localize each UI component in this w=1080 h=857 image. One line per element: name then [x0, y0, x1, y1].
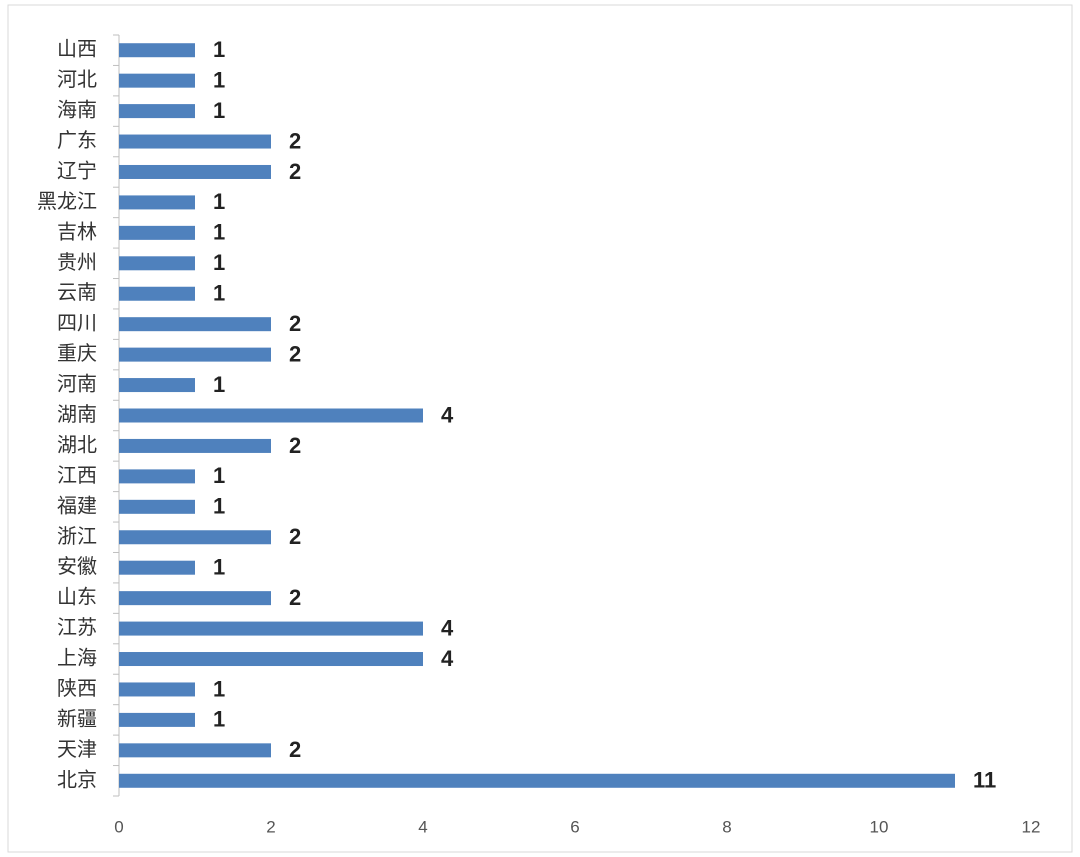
bar: [119, 499, 195, 514]
value-label: 1: [213, 372, 225, 397]
bar: [119, 256, 195, 271]
bar: [119, 621, 423, 636]
bar: [119, 195, 195, 210]
bar: [119, 408, 423, 423]
bar: [119, 347, 271, 362]
bar: [119, 438, 271, 453]
y-tick-label: 湖南: [57, 402, 97, 426]
value-label: 1: [213, 220, 225, 245]
x-tick-label: 6: [570, 817, 579, 836]
bar: [119, 560, 195, 575]
bar: [119, 712, 195, 727]
value-label: 1: [213, 555, 225, 580]
y-tick-label: 北京: [57, 767, 97, 791]
y-tick-label: 浙江: [57, 524, 97, 548]
bar: [119, 225, 195, 240]
value-label: 1: [213, 98, 225, 123]
value-label: 2: [289, 737, 301, 762]
y-tick-label: 海南: [57, 98, 97, 122]
y-tick-label: 安徽: [57, 554, 97, 578]
y-tick-label: 陕西: [57, 676, 97, 700]
bar: [119, 682, 195, 697]
y-tick-label: 四川: [57, 311, 97, 335]
value-label: 2: [289, 128, 301, 153]
x-tick-label: 2: [266, 817, 275, 836]
value-label: 2: [289, 311, 301, 336]
bar: [119, 591, 271, 606]
value-label: 1: [213, 37, 225, 62]
bar: [119, 104, 195, 119]
bar: [119, 469, 195, 484]
y-tick-label: 辽宁: [57, 158, 97, 182]
x-tick-label: 10: [870, 817, 889, 836]
bar: [119, 73, 195, 88]
value-label: 2: [289, 159, 301, 184]
value-label: 1: [213, 463, 225, 488]
value-label: 1: [213, 250, 225, 275]
x-tick-label: 4: [418, 817, 427, 836]
value-label: 1: [213, 67, 225, 92]
x-tick-label: 0: [114, 817, 123, 836]
bar: [119, 378, 195, 393]
value-label: 1: [213, 189, 225, 214]
value-label: 2: [289, 524, 301, 549]
value-label: 2: [289, 585, 301, 610]
y-tick-label: 吉林: [57, 219, 97, 243]
y-tick-label: 云南: [57, 280, 97, 304]
y-tick-label: 山西: [57, 37, 97, 61]
bar: [119, 134, 271, 149]
value-label: 1: [213, 676, 225, 701]
value-label: 1: [213, 281, 225, 306]
y-tick-label: 江西: [57, 463, 97, 487]
y-tick-label: 黑龙江: [37, 189, 97, 213]
y-tick-label: 贵州: [57, 250, 97, 274]
y-tick-label: 广东: [57, 128, 97, 152]
bar: [119, 43, 195, 58]
x-tick-label: 8: [722, 817, 731, 836]
bar: [119, 773, 955, 788]
y-tick-label: 河北: [57, 67, 97, 91]
value-label: 11: [973, 768, 996, 793]
bar: [119, 286, 195, 301]
y-tick-label: 江苏: [57, 615, 97, 639]
value-label: 2: [289, 433, 301, 458]
bar: [119, 164, 271, 179]
value-label: 4: [441, 646, 454, 671]
y-tick-label: 上海: [57, 646, 97, 670]
x-tick-label: 12: [1022, 817, 1041, 836]
y-tick-label: 福建: [57, 493, 97, 517]
y-tick-label: 新疆: [57, 706, 97, 730]
bar: [119, 317, 271, 332]
value-label: 2: [289, 341, 301, 366]
bar: [119, 530, 271, 545]
value-label: 4: [441, 402, 454, 427]
y-tick-label: 重庆: [57, 341, 97, 365]
value-label: 1: [213, 707, 225, 732]
value-label: 4: [441, 615, 454, 640]
bar: [119, 652, 423, 667]
value-label: 1: [213, 494, 225, 519]
y-tick-label: 河南: [57, 372, 97, 396]
bar: [119, 743, 271, 758]
y-tick-label: 天津: [57, 737, 97, 761]
y-tick-label: 湖北: [57, 432, 97, 456]
y-tick-label: 山东: [57, 585, 97, 609]
